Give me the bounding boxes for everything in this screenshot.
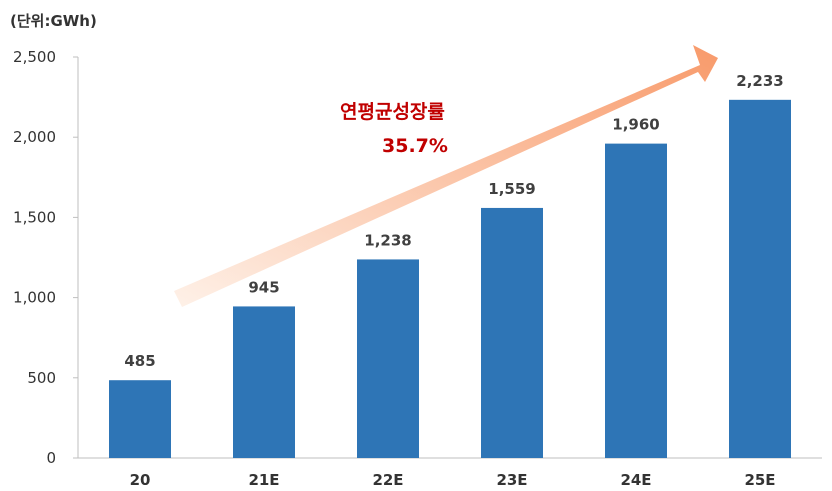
- x-tick-label: 20: [130, 471, 151, 489]
- data-label: 1,559: [488, 180, 535, 198]
- bar-25e: [729, 99, 791, 459]
- unit-label: (단위:GWh): [10, 12, 97, 30]
- bar-24e: [605, 143, 667, 458]
- bar-20: [109, 380, 171, 458]
- x-tick-label: 22E: [372, 471, 403, 489]
- y-tick-label: 500: [27, 369, 56, 387]
- data-label: 2,233: [736, 72, 783, 90]
- x-tick-label: 21E: [248, 471, 279, 489]
- bar-22e: [357, 259, 419, 458]
- data-label: 945: [248, 278, 279, 296]
- x-tick-label: 24E: [620, 471, 651, 489]
- growth-arrow: [174, 45, 718, 307]
- y-tick-label: 2,000: [13, 128, 56, 146]
- cagr-label: 연평균성장률: [340, 101, 445, 123]
- bar-23e: [481, 207, 543, 458]
- y-tick-label: 1,500: [13, 208, 56, 226]
- data-label: 1,960: [612, 116, 659, 134]
- x-tick-label: 23E: [496, 471, 527, 489]
- y-tick-label: 2,500: [13, 48, 56, 66]
- x-tick-label: 25E: [744, 471, 775, 489]
- data-label: 485: [124, 352, 155, 370]
- cagr-value: 35.7%: [382, 135, 448, 157]
- y-tick-label: 0: [46, 449, 56, 467]
- data-label: 1,238: [364, 231, 411, 249]
- y-tick-label: 1,000: [13, 289, 56, 307]
- bar-21e: [233, 306, 295, 458]
